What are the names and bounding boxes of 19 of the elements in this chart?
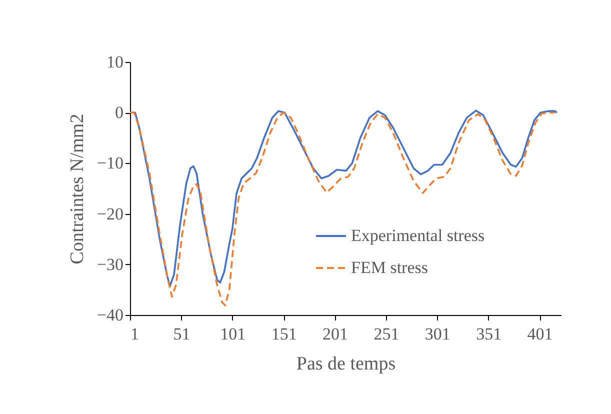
legend-label: FEM stress	[351, 258, 428, 277]
legend-label: Experimental stress	[351, 226, 485, 245]
x-tick-label: 151	[271, 324, 297, 344]
x-tick-label: 1	[130, 324, 139, 344]
y-tick-label: 10	[106, 52, 124, 72]
x-axis-title: Pas de temps	[296, 354, 396, 374]
x-tick-label: 351	[476, 324, 502, 344]
y-tick-label: −30	[96, 254, 124, 274]
x-tick-label: 101	[220, 324, 246, 344]
x-tick-label: 301	[424, 324, 450, 344]
y-tick-label: 0	[115, 103, 124, 122]
x-tick-label: 201	[322, 324, 348, 344]
x-tick-label: 251	[374, 324, 400, 344]
x-tick-label: 51	[173, 324, 190, 344]
y-tick-label: −20	[96, 204, 124, 224]
x-tick-label: 401	[527, 324, 553, 344]
y-axis-title: Contraintes N/mm2	[66, 114, 88, 264]
y-tick-label: −40	[96, 306, 124, 324]
y-tick-label: −10	[96, 154, 124, 173]
